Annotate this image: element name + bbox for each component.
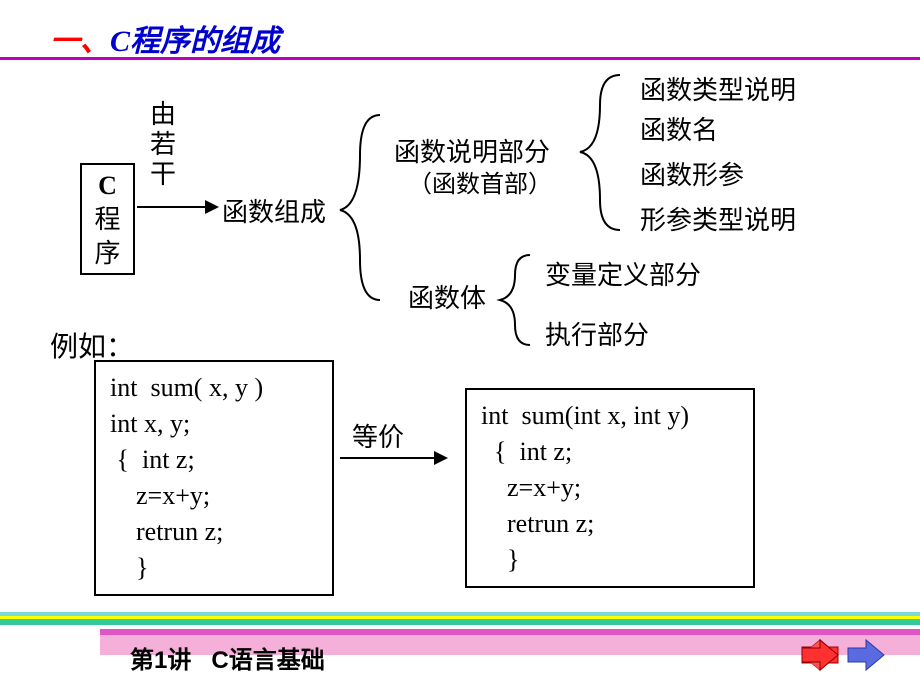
brace-body	[490, 250, 540, 350]
c-program-box: C 程 序	[80, 163, 135, 275]
c-prog-char1: 程	[82, 203, 133, 237]
param-type-label: 形参类型说明	[640, 200, 796, 237]
func-compose-label: 函数组成	[222, 192, 326, 229]
func-param-label: 函数形参	[640, 155, 744, 192]
func-body-label: 函数体	[408, 278, 486, 315]
title-underline	[0, 57, 920, 60]
c-letter: C	[82, 169, 133, 203]
code-box-2: int sum(int x, int y) { int z; z=x+y; re…	[465, 388, 755, 588]
nav-prev-icon-shape	[800, 638, 840, 672]
title-number: 一、	[50, 25, 110, 58]
var-def-label: 变量定义部分	[545, 255, 701, 292]
exec-label: 执行部分	[545, 315, 649, 352]
example-label: 例如：	[50, 325, 134, 365]
func-decl-sub-label: （函数首部）	[408, 164, 552, 199]
type-decl-label: 函数类型说明	[640, 70, 796, 107]
title-text: C程序的组成	[110, 25, 280, 58]
arrow-head-1	[205, 200, 219, 214]
equiv-label: 等价	[352, 417, 404, 454]
func-name-label: 函数名	[640, 110, 718, 147]
arrow-head-2	[434, 451, 448, 465]
arrow-line-1	[137, 206, 207, 208]
nav-next-icon[interactable]	[846, 638, 886, 672]
by-several-label: 由 若 干	[150, 100, 176, 190]
arrow-line-2	[340, 457, 436, 459]
brace-main	[330, 110, 390, 305]
slide-title: 一、C程序的组成	[50, 16, 280, 60]
code-box-1: int sum( x, y ) int x, y; { int z; z=x+y…	[94, 360, 334, 596]
footer-lecture: 第1讲 C语言基础	[130, 640, 325, 675]
brace-decl	[570, 70, 630, 235]
c-prog-char2: 序	[82, 237, 133, 271]
